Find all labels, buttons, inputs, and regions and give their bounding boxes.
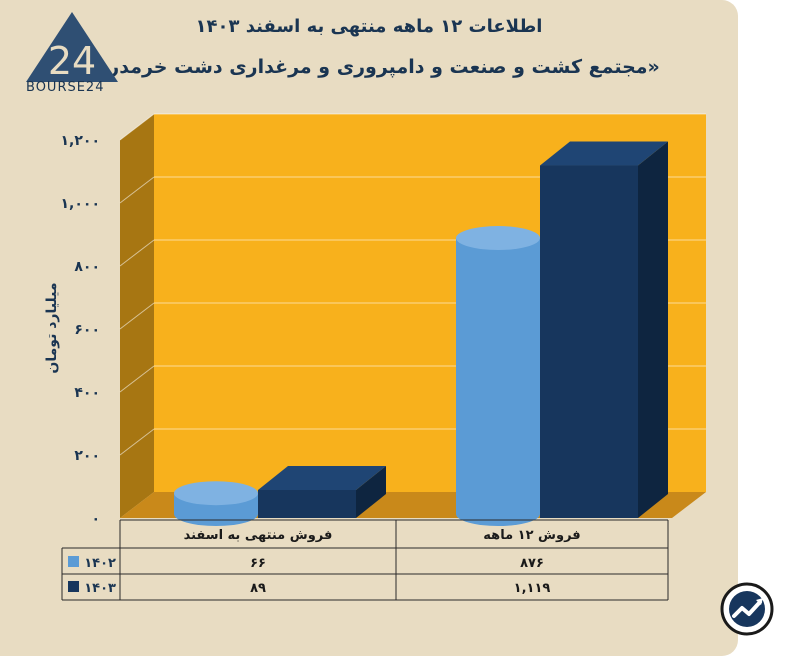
- gridline-side: [119, 428, 155, 456]
- y-tick-label: ۲۰۰: [74, 448, 100, 464]
- chart-title: اطلاعات ۱۲ ماهه منتهی به اسفند ۱۴۰۳: [195, 16, 543, 37]
- data-label: ۶۶: [250, 556, 266, 571]
- bar-1402: [174, 481, 258, 526]
- category-label: فروش ۱۲ ماهه: [483, 528, 580, 543]
- bar-1403-top: [540, 141, 668, 166]
- bar-1403-top: [258, 465, 386, 490]
- bar-1403: [540, 141, 668, 518]
- gridline-side: [119, 176, 155, 204]
- y-tick-label: ۶۰۰: [74, 322, 100, 338]
- legend-swatch: [68, 556, 79, 567]
- bar-1402-top: [174, 481, 258, 506]
- bourse24-logo: 24: [26, 12, 118, 83]
- legend-label: ۱۴۰۳: [84, 581, 116, 596]
- bar-1402: [456, 226, 540, 526]
- bars: [174, 141, 668, 526]
- logo-text: BOURSE24: [26, 80, 105, 95]
- y-tick-label: ۱,۰۰۰: [61, 196, 101, 212]
- data-label: ۱,۱۱۹: [514, 581, 551, 596]
- legend-swatch: [68, 581, 79, 592]
- chart-subtitle: «مجتمع کشت و صنعت و دامپروری و مرغداری د…: [78, 56, 660, 78]
- bar-1403-side: [356, 465, 386, 518]
- bar-1403-front: [258, 489, 356, 518]
- data-table: فروش منتهی به اسفند فروش ۱۲ ماهه ۱۴۰۲ ۶۶ ۸۷۶…: [61, 519, 669, 601]
- y-ticks: ۰ ۲۰۰ ۴۰۰ ۶۰۰ ۸۰۰ ۱,۰۰۰ ۱,۲۰۰: [61, 133, 101, 527]
- category-label: فروش منتهی به اسفند: [184, 528, 333, 543]
- trend-badge-icon[interactable]: [720, 582, 774, 636]
- bar-1403-side: [638, 141, 668, 518]
- gridline-side: [119, 113, 155, 141]
- y-tick-label: ۴۰۰: [74, 385, 100, 401]
- bar-1403-front: [540, 165, 638, 518]
- logo-mark: 24: [48, 39, 96, 83]
- gridline-side: [119, 239, 155, 267]
- y-tick-label: ۰: [91, 511, 100, 527]
- y-tick-label: ۸۰۰: [74, 259, 100, 275]
- data-label: ۸۷۶: [520, 556, 544, 571]
- bar-1403: [258, 465, 386, 518]
- bar-1402-body: [456, 238, 540, 526]
- bar-1402-top: [456, 226, 540, 251]
- y-tick-label: ۱,۲۰۰: [61, 133, 101, 149]
- gridline-side: [119, 365, 155, 393]
- data-label: ۸۹: [250, 581, 266, 596]
- legend-label: ۱۴۰۲: [84, 556, 116, 571]
- gridline-side: [119, 302, 155, 330]
